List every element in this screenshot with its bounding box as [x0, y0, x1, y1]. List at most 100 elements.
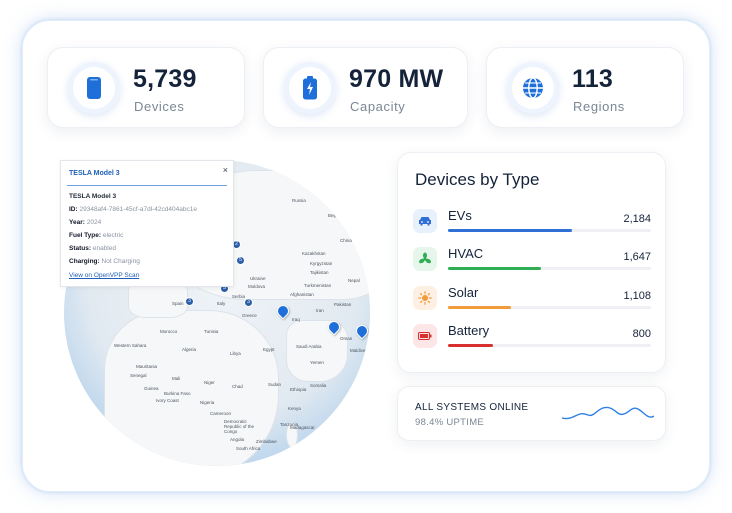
type-row-evs: EVs 2,184 — [413, 208, 653, 239]
map-label-moldova: Moldova — [248, 284, 266, 289]
regions-label: Regions — [573, 99, 625, 114]
map-cluster-marker[interactable]: 3 — [244, 298, 253, 307]
map-label-spain: Spain — [172, 301, 184, 306]
type-row-solar: Solar 1,108 — [413, 285, 653, 316]
map-label-senegal: Senegal — [130, 373, 147, 378]
map-label-tajikistan: Tajikistan — [310, 270, 329, 275]
map-label-greece: Greece — [242, 313, 257, 318]
map-label-tunisia: Tunisia — [204, 329, 219, 334]
map-label-kazakhstan: Kazakhstan — [302, 251, 326, 256]
type-bar-track — [448, 229, 651, 232]
map-label-iran: Iran — [316, 308, 324, 313]
map-cluster-marker[interactable]: 3 — [185, 297, 194, 306]
type-name: EVs — [448, 208, 472, 223]
map-label-mauritania: Mauritania — [136, 364, 158, 369]
map-label-serbia: Serbia — [232, 294, 246, 299]
system-status-card: ALL SYSTEMS ONLINE 98.4% UPTIME — [397, 386, 666, 441]
map-label-nigeria: Nigeria — [200, 400, 215, 405]
phone-icon — [87, 77, 101, 99]
map-land-madagascar — [286, 422, 298, 448]
map-label-niger: Niger — [204, 380, 215, 385]
status-title: ALL SYSTEMS ONLINE — [415, 402, 529, 413]
map-land-africa — [104, 310, 279, 466]
battery-icon — [418, 332, 432, 340]
popup-field-year: Year: 2024 — [69, 219, 102, 226]
type-row-battery: Battery 800 — [413, 323, 653, 354]
stat-card-regions: 113 Regions — [486, 47, 684, 128]
map-device-pin[interactable] — [274, 302, 292, 320]
map-label-cameroon: Cameroon — [210, 411, 232, 416]
map-label-beijing: Beijing — [328, 213, 342, 218]
type-icon-badge — [413, 247, 437, 271]
devices-label: Devices — [134, 99, 185, 114]
map-label-algeria: Algeria — [182, 347, 197, 352]
type-icon-badge — [413, 324, 437, 348]
map-label-southafrica: South Africa — [236, 446, 261, 451]
devices-by-type-card: Devices by Type EVs 2,184 HVAC 1,647 — [397, 152, 666, 373]
car-icon — [419, 217, 431, 226]
popup-close-icon[interactable]: × — [222, 165, 228, 175]
popup-header: TESLA Model 3 — [69, 170, 120, 177]
map-label-maldives: Maldives — [350, 348, 368, 353]
devices-icon-badge — [68, 62, 120, 114]
map-label-ukraine: Ukraine — [250, 276, 266, 281]
type-name: Solar — [448, 285, 479, 300]
capacity-icon-badge — [284, 62, 336, 114]
device-popup: TESLA Model 3 × TESLA Model 3 ID: 29348a… — [60, 160, 234, 287]
map-label-morocco: Morocco — [160, 329, 178, 334]
map-label-turkmenistan: Turkmenistan — [304, 283, 332, 288]
popup-field-charging: Charging: Not Charging — [69, 258, 140, 265]
type-bar-fill — [448, 267, 542, 270]
globe-icon — [523, 77, 543, 99]
regions-value: 113 — [572, 65, 613, 93]
map-label-italy: Italy — [217, 301, 226, 306]
type-value: 1,647 — [623, 251, 651, 263]
type-name: HVAC — [448, 246, 484, 261]
regions-icon-badge — [507, 62, 559, 114]
map-label-saudi: Saudi Arabia — [296, 344, 322, 349]
map-label-zimbabwe: Zimbabwe — [256, 439, 277, 444]
map-device-pin[interactable] — [353, 322, 370, 340]
map-label-tanzania: Tanzania — [280, 422, 299, 427]
type-bar-fill — [448, 344, 493, 347]
fan-icon — [419, 252, 431, 264]
devices-value: 5,739 — [133, 65, 197, 93]
map-label-russia: Russia — [292, 198, 306, 203]
map-cluster-marker[interactable]: 5 — [236, 256, 245, 265]
stat-card-capacity: 970 MW Capacity — [263, 47, 468, 128]
type-icon-badge — [413, 286, 437, 310]
map-label-madagascar: Madagascar — [290, 425, 315, 430]
stat-card-devices: 5,739 Devices — [47, 47, 245, 128]
map-label-sudan: Sudan — [268, 382, 282, 387]
capacity-label: Capacity — [350, 99, 406, 114]
map-label-iraq: Iraq — [292, 317, 300, 322]
map-label-egypt: Egypt — [263, 347, 275, 352]
map-label-drc: Democratic Republic of the Congo — [224, 419, 255, 434]
type-bar-track — [448, 344, 651, 347]
type-row-hvac: HVAC 1,647 — [413, 246, 653, 277]
map-label-burkina: Burkina Faso — [164, 391, 191, 396]
map-label-westernsahara: Western Sahara — [114, 343, 147, 348]
map-label-angola: Angola — [230, 437, 245, 442]
map-label-chad: Chad — [232, 384, 243, 389]
status-uptime: 98.4% UPTIME — [415, 417, 485, 428]
type-value: 800 — [632, 328, 651, 340]
map-label-ivory: Ivory Coast — [156, 398, 179, 403]
popup-field-fuel-type: Fuel Type: electric — [69, 232, 124, 239]
map-label-kyrgyzstan: Kyrgyzstan — [310, 261, 333, 266]
type-icon-badge — [413, 209, 437, 233]
map-label-china: China — [340, 238, 352, 243]
type-bar-fill — [448, 306, 511, 309]
map-label-yemen: Yemen — [310, 360, 324, 365]
popup-divider — [67, 185, 227, 186]
type-value: 1,108 — [623, 290, 651, 302]
type-name: Battery — [448, 323, 490, 338]
map-label-kenya: Kenya — [288, 406, 301, 411]
popup-scan-link[interactable]: View on OpenVPP Scan — [69, 272, 140, 279]
popup-field-id: ID: 29348af4-7861-45cf-a7dl-42cd404abc1e — [69, 206, 197, 213]
sun-icon — [418, 291, 432, 305]
popup-title: TESLA Model 3 — [69, 193, 117, 200]
map-label-pakistan: Pakistan — [334, 302, 352, 307]
type-value: 2,184 — [623, 213, 651, 225]
map-label-somalia: Somalia — [310, 383, 327, 388]
